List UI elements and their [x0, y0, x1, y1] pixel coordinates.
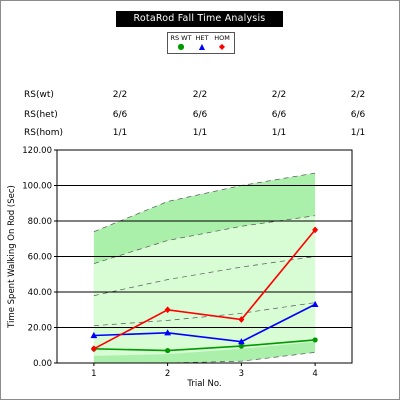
table-cell: 2/2	[271, 90, 287, 100]
data-point	[238, 343, 244, 349]
legend-label: HOM	[214, 34, 230, 42]
series-line-hom	[93, 229, 316, 350]
legend-item-het: HET ▲	[193, 34, 211, 51]
table-cell: 6/6	[192, 110, 208, 120]
data-point	[312, 337, 318, 343]
row-label-wt: RS(wt)	[24, 90, 54, 100]
table-cell: 1/1	[350, 128, 366, 138]
legend-item-wt: RS WT ●	[170, 34, 192, 51]
plot-content	[57, 172, 352, 363]
legend-label: HET	[195, 34, 209, 42]
series-line-het	[93, 303, 316, 343]
y-axis-label: Time Spent Walking On Rod (Sec)	[7, 185, 17, 329]
x-tick-label: 4	[312, 369, 317, 379]
data-point	[90, 345, 97, 353]
data-point	[164, 329, 172, 336]
x-tick-label: 3	[239, 369, 244, 379]
y-tick-label: 80.00	[28, 217, 52, 227]
table-cell: 2/2	[112, 90, 128, 100]
y-tick-label: 100.00	[22, 182, 52, 192]
table-cell: 2/2	[350, 90, 366, 100]
y-tick-label: 120.00	[22, 146, 52, 156]
data-point	[238, 316, 245, 323]
x-tick-label: 2	[165, 369, 170, 379]
data-point	[164, 306, 171, 314]
y-tick-label: 0.00	[33, 359, 52, 369]
row-label-het: RS(het)	[24, 110, 58, 120]
outer-lower-dashed	[93, 352, 316, 363]
row-label-hom: RS(hom)	[24, 128, 63, 138]
table-cell: 1/1	[192, 128, 208, 138]
inner-band	[93, 215, 316, 356]
x-axis-label: Trial No.	[186, 379, 221, 389]
legend-label: RS WT	[170, 34, 192, 42]
data-point	[237, 338, 245, 345]
data-point	[90, 331, 98, 339]
x-tick-label: 1	[91, 369, 96, 379]
triangle-icon: ▲	[198, 42, 206, 51]
mid-upper-dashed	[93, 256, 316, 296]
table-cell: 1/1	[271, 128, 287, 138]
data-point	[312, 226, 319, 234]
table-cell: 1/1	[112, 128, 128, 138]
mid-lower-dashed	[93, 302, 316, 327]
series-line-rs-wt	[93, 339, 316, 352]
table-cell: 6/6	[112, 110, 128, 120]
data-point	[311, 300, 319, 308]
diamond-icon: ◆	[218, 42, 226, 51]
outer-upper-dashed	[93, 172, 316, 233]
legend-item-hom: HOM ◆	[212, 34, 232, 51]
y-tick-label: 60.00	[28, 253, 52, 263]
legend: RS WT ● HET ▲ HOM ◆	[167, 32, 235, 54]
table-cell: 2/2	[192, 90, 208, 100]
table-cell: 6/6	[271, 110, 287, 120]
y-tick-label: 20.00	[28, 324, 52, 334]
data-point	[165, 347, 171, 354]
table-cell: 6/6	[350, 110, 366, 120]
circle-icon: ●	[177, 42, 185, 51]
y-tick-label: 40.00	[28, 288, 52, 298]
